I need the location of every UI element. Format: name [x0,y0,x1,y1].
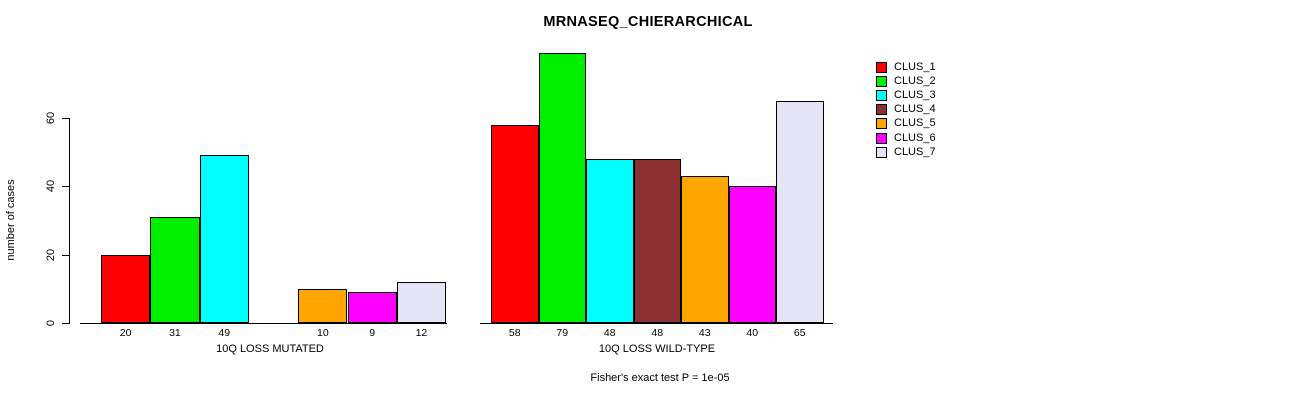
bar-value-label: 48 [603,327,616,339]
group2-baseline [480,323,833,324]
bar-clus_3-2 [586,158,634,323]
y-axis-tick-label: 60 [45,111,57,125]
bar-value-label: 31 [169,327,181,339]
fisher-test-annotation: Fisher's exact test P = 1e-05 [590,372,730,384]
plot-area: 60 40 20 0 number of cases 20 31 49 10 9 12 58… [5,52,833,355]
bar-value-label: 12 [415,327,428,339]
bar-clus_6-2 [728,186,776,323]
legend-item-clus_3: CLUS_3 [876,88,936,102]
y-axis-tick-label: 0 [45,319,57,327]
bar-value-label: 9 [369,327,376,339]
bar-value-label: 20 [119,327,132,339]
legend-swatch-icon [876,132,887,144]
legend-swatch-icon [876,75,887,87]
bar-value-label: 79 [556,327,569,339]
legend-item-clus_7: CLUS_7 [876,145,936,159]
bar-value-label: 49 [218,327,231,339]
bar-clus_1-2 [491,124,539,323]
legend-swatch-icon [876,89,887,101]
legend-swatch-icon [876,146,887,158]
group-label-mutated: 10Q LOSS MUTATED [216,343,324,355]
group-label-wildtype: 10Q LOSS WILD-TYPE [598,343,716,355]
legend-label: CLUS_2 [894,74,936,87]
bar-value-label: 65 [793,327,806,339]
bar-clus_1-1 [101,254,151,323]
y-axis-tick [62,323,69,324]
legend-label: CLUS_3 [894,88,936,101]
y-axis-line [69,118,70,324]
legend-swatch-icon [876,104,887,116]
group1-baseline [80,323,447,324]
chart-title: MRNASEQ_CHIERARCHICAL [543,14,753,30]
legend-swatch-icon [876,61,887,73]
y-axis-tick [62,255,69,256]
legend-label: CLUS_1 [894,60,936,73]
bar-clus_5-2 [681,175,729,323]
legend-item-clus_4: CLUS_4 [876,103,936,117]
legend-item-clus_1: CLUS_1 [876,60,936,74]
legend-label: CLUS_6 [894,131,936,144]
bar-clus_6-1 [347,292,397,323]
bar-clus_4-2 [633,158,681,323]
bar-clus_5-1 [298,288,348,323]
y-axis-label: number of cases [5,179,17,261]
legend-swatch-icon [876,118,887,130]
legend-item-clus_5: CLUS_5 [876,117,936,131]
legend-label: CLUS_7 [894,145,936,158]
y-axis-tick [62,186,69,187]
bar-value-label: 48 [651,327,664,339]
bar-value-label: 58 [508,327,521,339]
bar-clus_2-1 [150,216,200,323]
legend: CLUS_1 CLUS_2 CLUS_3 CLUS_4 CLUS_5 CLUS_6 CLUS… [876,60,936,159]
bar-value-label: 40 [746,327,759,339]
legend-label: CLUS_4 [894,103,936,116]
bar-value-label: 43 [698,327,711,339]
y-axis-tick-label: 20 [45,248,57,262]
y-axis-tick [62,118,69,119]
legend-item-clus_6: CLUS_6 [876,131,936,145]
legend-label: CLUS_5 [894,117,936,130]
bar-value-label: 10 [316,327,329,339]
legend-item-clus_2: CLUS_2 [876,74,936,88]
bar-clus_7-2 [776,100,824,323]
bar-clus_7-1 [396,281,447,323]
bar-clus_2-2 [538,52,586,323]
y-axis-tick-label: 40 [45,179,57,193]
bar-clus_3-1 [199,155,249,323]
